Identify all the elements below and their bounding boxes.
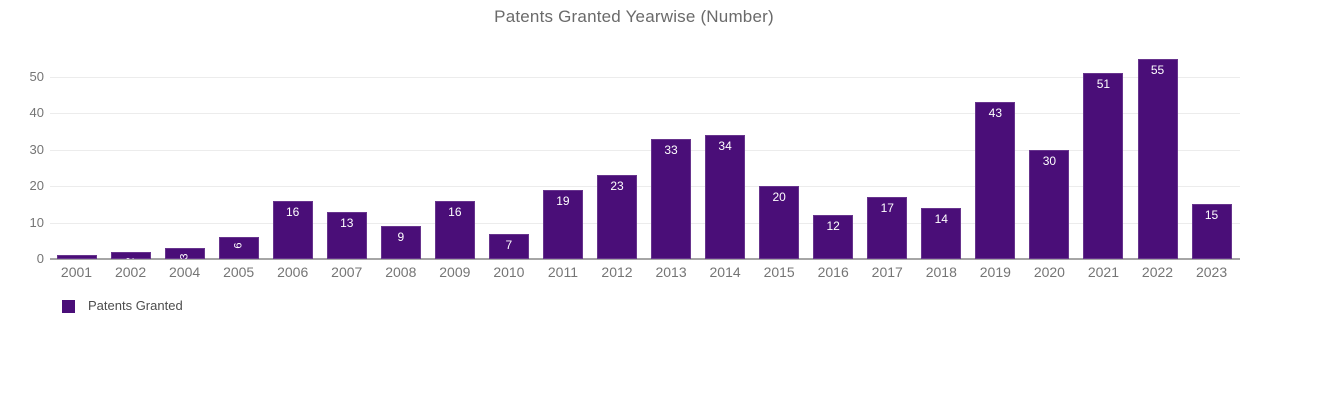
x-axis-tick-label-2019: 2019 — [979, 264, 1011, 280]
x-axis-tick-label-2013: 2013 — [655, 264, 687, 280]
bar-2009[interactable]: 16 — [434, 200, 475, 259]
legend-swatch — [62, 299, 75, 313]
bar-value-label-2018: 14 — [934, 212, 948, 227]
y-axis-tick-label-30: 30 — [29, 141, 44, 157]
legend-label: Patents Granted — [88, 298, 183, 313]
x-axis-tick-label-2006: 2006 — [277, 264, 309, 280]
bar-value-label-2022: 55 — [1150, 62, 1165, 77]
bar-value-label-2012: 23 — [610, 179, 624, 194]
bar-value-label-2023: 15 — [1204, 208, 1219, 223]
x-axis-tick-label-2015: 2015 — [763, 264, 795, 280]
x-axis-tick-label-2004: 2004 — [169, 264, 201, 280]
bar-2021[interactable]: 51 — [1083, 73, 1124, 259]
y-axis-tick-label-40: 40 — [29, 105, 44, 121]
bar-value-label-2011: 19 — [556, 193, 570, 208]
bar-chart-visual: Patents Granted Yearwise (Number) 0 10 20 3… — [29, 7, 1240, 313]
bar-2016[interactable]: 12 — [813, 215, 854, 259]
bar-value-label-2005: 6 — [232, 242, 245, 249]
bar-value-label-2013: 33 — [664, 142, 678, 157]
gridline-y-40 — [50, 113, 1240, 115]
bar-value-label-2019: 43 — [988, 106, 1003, 121]
bar-2023[interactable]: 15 — [1191, 204, 1232, 259]
bar-value-label-2015: 20 — [772, 190, 786, 205]
x-axis-tick-label-2022: 2022 — [1141, 264, 1174, 280]
x-axis-tick-label-2017: 2017 — [871, 264, 903, 280]
x-axis-tick-label-2008: 2008 — [385, 264, 417, 280]
chart-title: Patents Granted Yearwise (Number) — [494, 7, 774, 26]
x-axis-tick-label-2009: 2009 — [439, 264, 471, 280]
bar-value-label-2017: 17 — [880, 201, 894, 216]
bar-2015[interactable]: 20 — [759, 186, 800, 259]
x-axis-tick-label-2005: 2005 — [223, 264, 255, 280]
bar-2001[interactable]: 1 — [56, 255, 97, 259]
x-axis-tick-label-2014: 2014 — [709, 264, 741, 280]
x-axis-tick-label-2001: 2001 — [60, 264, 93, 280]
legend-item-patents-granted[interactable]: Patents Granted — [62, 299, 183, 313]
y-axis-tick-label-0: 0 — [36, 251, 44, 266]
bar-2004[interactable]: 3 — [164, 248, 205, 259]
bar-value-label-2007: 13 — [340, 215, 354, 230]
x-axis-tick-label-2021: 2021 — [1087, 264, 1120, 280]
bar-2013[interactable]: 33 — [651, 138, 692, 259]
x-axis-tick-label-2023: 2023 — [1195, 264, 1228, 280]
bar-value-label-2021: 51 — [1096, 77, 1111, 92]
x-axis-line — [50, 258, 1240, 260]
bar-value-label-2014: 34 — [718, 139, 732, 154]
bar-2012[interactable]: 23 — [597, 175, 637, 259]
x-axis-tick-label-2016: 2016 — [817, 264, 849, 280]
bar-value-label-2009: 16 — [448, 204, 462, 219]
bar-2007[interactable]: 13 — [326, 211, 367, 259]
bar-value-label-2001: 1 — [70, 255, 83, 259]
bar-2019[interactable]: 43 — [975, 102, 1016, 259]
x-axis-tick-label-2002: 2002 — [114, 264, 147, 280]
bar-value-label-2016: 12 — [826, 219, 840, 234]
bar-value-label-2004: 3 — [178, 253, 191, 259]
gridline-y-10 — [50, 222, 1240, 224]
x-axis-tick-label-2010: 2010 — [493, 264, 525, 280]
bar-2008[interactable]: 9 — [380, 226, 421, 259]
gridline-y-20 — [50, 186, 1240, 188]
x-axis-tick-label-2012: 2012 — [601, 264, 633, 280]
gridline-y-30 — [50, 149, 1240, 151]
bar-value-label-2002: 2 — [124, 252, 137, 259]
bar-2010[interactable]: 7 — [488, 233, 529, 259]
gridline-y-50 — [50, 77, 1240, 78]
bar-2022[interactable]: 55 — [1137, 58, 1178, 259]
bar-2002[interactable]: 2 — [110, 251, 151, 259]
bar-value-label-2008: 9 — [397, 230, 405, 245]
plot-area: 0 10 20 30 40 50 1 2001 2 2002 3 2004 6 2005 16 2006 13 2… — [29, 58, 1240, 280]
bar-2020[interactable]: 30 — [1029, 149, 1070, 259]
bar-2011[interactable]: 19 — [542, 189, 583, 259]
bar-2014[interactable]: 34 — [705, 135, 746, 259]
x-axis-tick-label-2020: 2020 — [1033, 264, 1065, 280]
bar-value-label-2020: 30 — [1042, 153, 1057, 168]
bar-2018[interactable]: 14 — [921, 208, 962, 259]
bar-2006[interactable]: 16 — [272, 200, 313, 259]
bar-value-label-2010: 7 — [505, 237, 513, 252]
bar-value-label-2006: 16 — [286, 204, 300, 219]
bar-2005[interactable]: 6 — [218, 237, 259, 259]
y-axis-tick-label-10: 10 — [29, 214, 44, 230]
x-axis-tick-label-2018: 2018 — [925, 264, 957, 280]
x-axis-tick-label-2007: 2007 — [331, 264, 363, 280]
bar-2017[interactable]: 17 — [867, 197, 908, 259]
y-axis-tick-label-20: 20 — [29, 178, 44, 194]
y-axis-tick-label-50: 50 — [29, 69, 44, 84]
x-axis-tick-label-2011: 2011 — [547, 264, 578, 280]
